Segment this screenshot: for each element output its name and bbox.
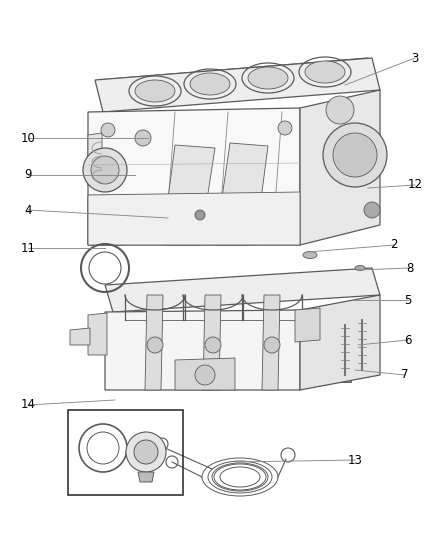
Bar: [337, 63, 349, 79]
Text: 7: 7: [401, 368, 409, 382]
Text: 13: 13: [348, 454, 362, 466]
Polygon shape: [215, 143, 268, 245]
Polygon shape: [70, 328, 90, 345]
Circle shape: [98, 221, 112, 235]
Text: 6: 6: [404, 334, 412, 346]
Circle shape: [264, 337, 280, 353]
Bar: [356, 367, 368, 377]
Polygon shape: [262, 295, 280, 390]
Text: 2: 2: [390, 238, 398, 252]
Polygon shape: [88, 192, 300, 245]
Ellipse shape: [135, 80, 175, 102]
Polygon shape: [300, 90, 380, 245]
Text: 12: 12: [407, 179, 423, 191]
Ellipse shape: [303, 252, 317, 259]
Circle shape: [364, 202, 380, 218]
Text: 4: 4: [24, 204, 32, 216]
Polygon shape: [162, 145, 215, 245]
Circle shape: [333, 133, 377, 177]
Polygon shape: [105, 310, 300, 390]
Circle shape: [135, 130, 151, 146]
Polygon shape: [175, 358, 235, 390]
Circle shape: [278, 221, 292, 235]
Circle shape: [239, 229, 251, 241]
Ellipse shape: [305, 61, 345, 83]
Polygon shape: [300, 295, 380, 390]
Text: 5: 5: [404, 294, 412, 306]
Circle shape: [147, 337, 163, 353]
Ellipse shape: [355, 265, 365, 271]
Ellipse shape: [190, 73, 230, 95]
Polygon shape: [95, 58, 380, 112]
Polygon shape: [88, 108, 300, 245]
Circle shape: [83, 148, 127, 192]
Circle shape: [195, 365, 215, 385]
Text: 9: 9: [24, 168, 32, 182]
Circle shape: [101, 123, 115, 137]
Polygon shape: [295, 308, 320, 342]
Circle shape: [326, 96, 354, 124]
Text: 14: 14: [21, 399, 35, 411]
Text: 3: 3: [411, 52, 419, 64]
Polygon shape: [145, 295, 163, 390]
Bar: [339, 372, 351, 382]
Ellipse shape: [248, 67, 288, 89]
Text: 10: 10: [21, 132, 35, 144]
Circle shape: [205, 337, 221, 353]
Polygon shape: [88, 133, 102, 185]
Circle shape: [126, 432, 166, 472]
Circle shape: [91, 156, 119, 184]
Polygon shape: [98, 58, 368, 110]
Circle shape: [195, 210, 205, 220]
Circle shape: [323, 123, 387, 187]
Text: 11: 11: [21, 241, 35, 254]
Circle shape: [278, 121, 292, 135]
Polygon shape: [138, 472, 154, 482]
Circle shape: [134, 440, 158, 464]
Polygon shape: [88, 313, 107, 355]
Polygon shape: [105, 268, 380, 312]
Polygon shape: [88, 198, 130, 245]
Polygon shape: [203, 295, 221, 390]
Bar: [68, 410, 183, 495]
Text: 8: 8: [406, 262, 413, 274]
